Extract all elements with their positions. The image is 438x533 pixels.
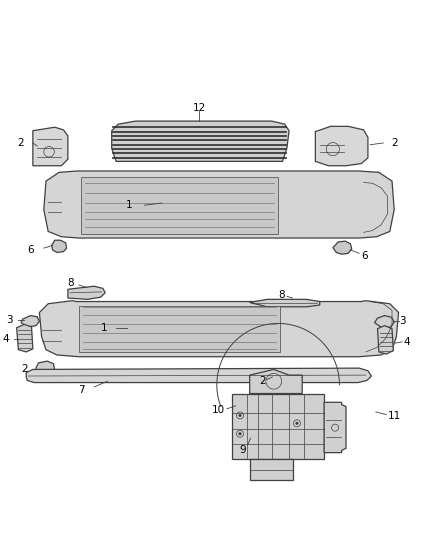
Polygon shape bbox=[232, 393, 324, 459]
Polygon shape bbox=[17, 324, 33, 352]
Polygon shape bbox=[112, 121, 289, 161]
Polygon shape bbox=[250, 300, 320, 307]
Polygon shape bbox=[68, 286, 105, 300]
Text: 2: 2 bbox=[21, 365, 28, 374]
Polygon shape bbox=[324, 402, 346, 453]
Text: 1: 1 bbox=[101, 323, 108, 333]
Text: 8: 8 bbox=[67, 278, 74, 288]
Text: 3: 3 bbox=[399, 316, 406, 326]
Text: 9: 9 bbox=[240, 445, 247, 455]
Text: 2: 2 bbox=[391, 138, 398, 148]
Polygon shape bbox=[39, 301, 399, 357]
Polygon shape bbox=[81, 177, 278, 233]
Polygon shape bbox=[378, 326, 393, 354]
Polygon shape bbox=[315, 126, 368, 166]
Polygon shape bbox=[258, 369, 278, 386]
Circle shape bbox=[239, 432, 241, 435]
Polygon shape bbox=[21, 316, 39, 327]
Polygon shape bbox=[79, 306, 280, 352]
Polygon shape bbox=[333, 241, 352, 254]
Polygon shape bbox=[374, 316, 394, 329]
Text: 10: 10 bbox=[212, 405, 225, 415]
Polygon shape bbox=[36, 361, 55, 377]
Text: 1: 1 bbox=[126, 200, 133, 210]
Circle shape bbox=[239, 414, 241, 417]
Text: 4: 4 bbox=[2, 334, 9, 344]
Polygon shape bbox=[26, 368, 371, 383]
Polygon shape bbox=[44, 171, 394, 238]
Text: 11: 11 bbox=[388, 411, 401, 421]
Polygon shape bbox=[33, 127, 68, 166]
Polygon shape bbox=[52, 240, 67, 253]
Polygon shape bbox=[250, 459, 293, 480]
Polygon shape bbox=[250, 369, 302, 393]
Text: 12: 12 bbox=[193, 103, 206, 113]
Text: 7: 7 bbox=[78, 385, 85, 395]
Text: 2: 2 bbox=[18, 138, 25, 148]
Text: 3: 3 bbox=[6, 315, 13, 325]
Text: 2: 2 bbox=[259, 376, 266, 386]
Text: 6: 6 bbox=[27, 245, 34, 255]
Text: 4: 4 bbox=[403, 337, 410, 347]
Text: 6: 6 bbox=[361, 251, 368, 261]
Text: 8: 8 bbox=[278, 290, 285, 300]
Circle shape bbox=[296, 422, 298, 425]
